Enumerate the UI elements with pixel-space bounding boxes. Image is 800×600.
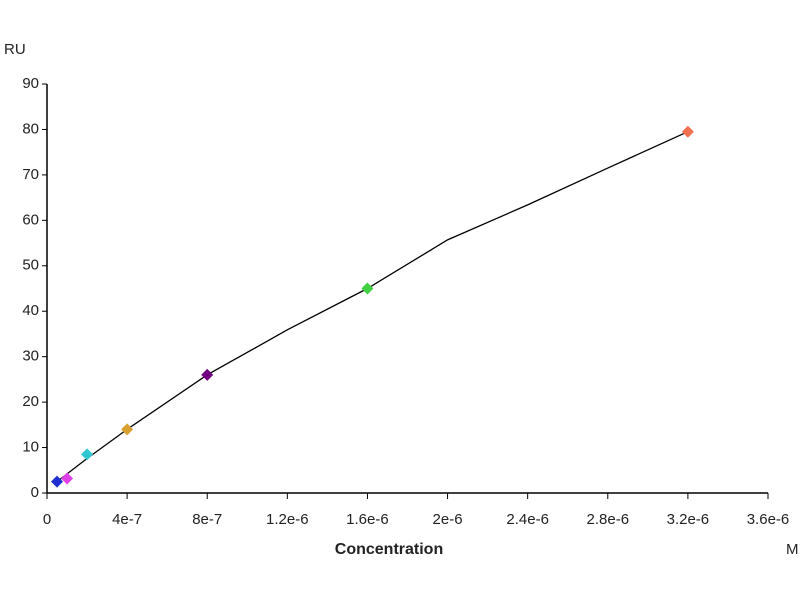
data-point — [61, 472, 74, 485]
x-tick-label: 2.4e-6 — [506, 511, 549, 528]
data-point — [681, 125, 694, 138]
y-tick-label: 20 — [22, 393, 39, 410]
x-unit-label: M — [786, 541, 799, 558]
data-point — [121, 423, 134, 436]
fit-curve — [56, 131, 689, 483]
data-point — [361, 282, 374, 295]
x-tick-label: 3.6e-6 — [747, 511, 790, 528]
y-tick-label: 80 — [22, 120, 39, 137]
x-tick-label: 8e-7 — [192, 511, 222, 528]
x-tick-label: 0 — [43, 511, 51, 528]
y-axis-label: RU — [4, 41, 26, 58]
data-point — [201, 368, 214, 381]
y-tick-label: 50 — [22, 257, 39, 274]
x-tick-label: 4e-7 — [112, 511, 142, 528]
x-tick-label: 1.6e-6 — [346, 511, 389, 528]
y-tick-label: 90 — [22, 75, 39, 92]
x-tick-label: 3.2e-6 — [667, 511, 710, 528]
x-tick-label: 2e-6 — [433, 511, 463, 528]
y-tick-label: 10 — [22, 439, 39, 456]
data-point — [81, 448, 94, 461]
y-tick-label: 30 — [22, 348, 39, 365]
x-axis-label: Concentration — [335, 541, 443, 558]
y-tick-label: 60 — [22, 211, 39, 228]
data-point — [51, 475, 64, 488]
x-tick-label: 1.2e-6 — [266, 511, 309, 528]
y-tick-label: 0 — [31, 484, 39, 501]
x-tick-label: 2.8e-6 — [587, 511, 630, 528]
y-tick-label: 70 — [22, 166, 39, 183]
y-tick-label: 40 — [22, 302, 39, 319]
